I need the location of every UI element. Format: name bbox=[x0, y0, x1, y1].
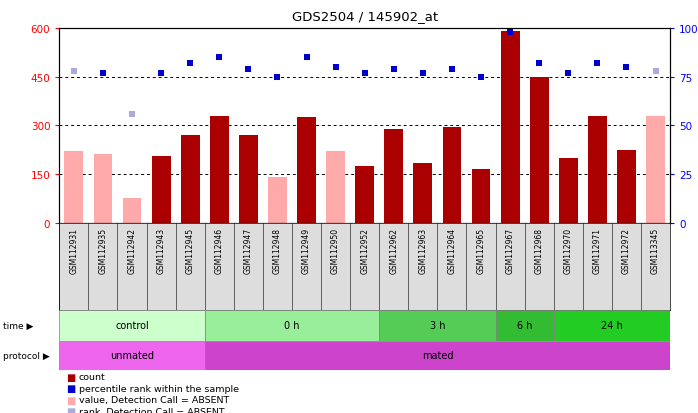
Text: GSM112947: GSM112947 bbox=[244, 227, 253, 273]
Bar bbox=[326, 152, 345, 223]
Text: GSM112931: GSM112931 bbox=[69, 227, 78, 273]
Text: GSM112950: GSM112950 bbox=[331, 227, 340, 273]
Point bbox=[126, 111, 138, 118]
Bar bbox=[59, 341, 205, 370]
Point bbox=[563, 70, 574, 77]
Bar bbox=[500, 32, 519, 223]
Point bbox=[359, 70, 370, 77]
Text: GSM112935: GSM112935 bbox=[98, 227, 107, 273]
Text: GSM112962: GSM112962 bbox=[389, 227, 399, 273]
Bar bbox=[355, 166, 374, 223]
Point bbox=[592, 61, 603, 67]
Bar bbox=[64, 152, 83, 223]
Text: GSM112952: GSM112952 bbox=[360, 227, 369, 273]
Bar bbox=[123, 199, 142, 223]
Text: GSM112945: GSM112945 bbox=[186, 227, 195, 273]
Point bbox=[505, 29, 516, 36]
Text: rank, Detection Call = ABSENT: rank, Detection Call = ABSENT bbox=[79, 407, 225, 413]
Point bbox=[272, 74, 283, 81]
Point bbox=[621, 64, 632, 71]
Text: GDS2504 / 145902_at: GDS2504 / 145902_at bbox=[292, 10, 438, 23]
Bar bbox=[94, 155, 112, 223]
Text: unmated: unmated bbox=[110, 350, 154, 360]
Bar bbox=[268, 178, 287, 223]
Text: GSM112971: GSM112971 bbox=[593, 227, 602, 273]
Bar bbox=[239, 135, 258, 223]
Bar bbox=[151, 157, 170, 223]
Point bbox=[301, 55, 312, 61]
Point bbox=[475, 74, 487, 81]
Text: GSM113345: GSM113345 bbox=[651, 227, 660, 273]
Text: time ▶: time ▶ bbox=[3, 321, 34, 330]
Text: 3 h: 3 h bbox=[430, 320, 445, 330]
Bar bbox=[205, 310, 379, 341]
Text: ■: ■ bbox=[66, 395, 75, 405]
Bar bbox=[646, 116, 665, 223]
Point bbox=[417, 70, 429, 77]
Text: GSM112964: GSM112964 bbox=[447, 227, 456, 273]
Text: ■: ■ bbox=[66, 372, 75, 382]
Text: control: control bbox=[115, 320, 149, 330]
Text: GSM112963: GSM112963 bbox=[418, 227, 427, 273]
Text: GSM112942: GSM112942 bbox=[128, 227, 137, 273]
Text: ■: ■ bbox=[66, 383, 75, 393]
Bar bbox=[530, 77, 549, 223]
Bar bbox=[205, 341, 670, 370]
Bar bbox=[59, 310, 205, 341]
Bar bbox=[554, 310, 670, 341]
Point bbox=[533, 61, 544, 67]
Text: percentile rank within the sample: percentile rank within the sample bbox=[79, 384, 239, 393]
Point bbox=[650, 68, 661, 75]
Point bbox=[68, 68, 80, 75]
Bar bbox=[181, 135, 200, 223]
Text: ■: ■ bbox=[66, 406, 75, 413]
Point bbox=[97, 70, 108, 77]
Bar bbox=[617, 150, 636, 223]
Bar bbox=[413, 163, 432, 223]
Text: GSM112970: GSM112970 bbox=[564, 227, 573, 273]
Point bbox=[156, 70, 167, 77]
Text: GSM112967: GSM112967 bbox=[505, 227, 514, 273]
Point bbox=[214, 55, 225, 61]
Text: GSM112948: GSM112948 bbox=[273, 227, 282, 273]
Text: GSM112949: GSM112949 bbox=[302, 227, 311, 273]
Bar bbox=[472, 170, 491, 223]
Text: count: count bbox=[79, 372, 105, 381]
Text: GSM112968: GSM112968 bbox=[535, 227, 544, 273]
Bar bbox=[210, 116, 229, 223]
Bar bbox=[496, 310, 554, 341]
Bar bbox=[443, 128, 461, 223]
Bar bbox=[379, 310, 496, 341]
Bar bbox=[385, 129, 403, 223]
Text: GSM112946: GSM112946 bbox=[215, 227, 224, 273]
Text: mated: mated bbox=[422, 350, 453, 360]
Text: GSM112972: GSM112972 bbox=[622, 227, 631, 273]
Text: value, Detection Call = ABSENT: value, Detection Call = ABSENT bbox=[79, 395, 229, 404]
Text: GSM112965: GSM112965 bbox=[477, 227, 486, 273]
Point bbox=[184, 61, 195, 67]
Text: GSM112943: GSM112943 bbox=[156, 227, 165, 273]
Text: protocol ▶: protocol ▶ bbox=[3, 351, 50, 360]
Text: 6 h: 6 h bbox=[517, 320, 533, 330]
Bar bbox=[297, 118, 316, 223]
Text: 24 h: 24 h bbox=[601, 320, 623, 330]
Point bbox=[446, 66, 457, 73]
Point bbox=[243, 66, 254, 73]
Point bbox=[388, 66, 399, 73]
Bar bbox=[588, 116, 607, 223]
Bar bbox=[559, 158, 578, 223]
Text: 0 h: 0 h bbox=[284, 320, 299, 330]
Point bbox=[330, 64, 341, 71]
